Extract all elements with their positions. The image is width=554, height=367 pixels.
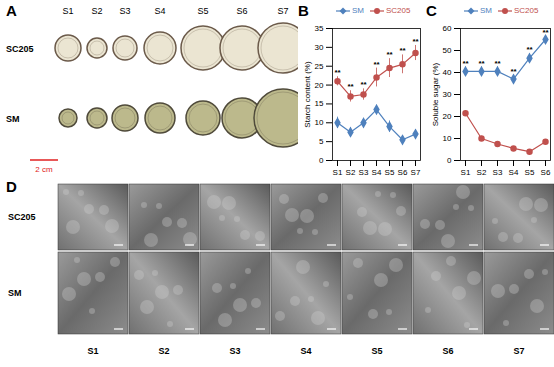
svg-text:50: 50 <box>443 46 452 55</box>
svg-text:Starch content (%): Starch content (%) <box>303 61 312 128</box>
html-text:SM: SM <box>352 6 364 15</box>
svg-text:**: ** <box>478 59 485 68</box>
svg-text:S6: S6 <box>236 6 247 16</box>
svg-text:35: 35 <box>315 24 324 33</box>
svg-text:**: ** <box>399 46 406 55</box>
svg-text:SC205: SC205 <box>8 212 36 222</box>
svg-text:S3: S3 <box>359 168 369 177</box>
svg-text:25: 25 <box>315 62 324 71</box>
svg-text:S2: S2 <box>346 168 356 177</box>
svg-text:**: ** <box>526 45 533 54</box>
svg-text:SM: SM <box>6 114 20 124</box>
svg-text:**: ** <box>386 50 393 59</box>
svg-text:S3: S3 <box>119 6 130 16</box>
svg-text:**: ** <box>510 67 517 76</box>
html-text:C: C <box>426 2 437 19</box>
svg-text:S6: S6 <box>442 346 453 356</box>
svg-text:S6: S6 <box>398 168 408 177</box>
svg-text:S4: S4 <box>372 168 382 177</box>
svg-text:**: ** <box>334 68 341 77</box>
svg-text:**: ** <box>542 28 549 37</box>
svg-text:S3: S3 <box>229 346 240 356</box>
svg-text:S1: S1 <box>62 6 73 16</box>
svg-text:40: 40 <box>443 68 452 77</box>
html-text:SC205: SC205 <box>514 6 539 15</box>
svg-text:S1: S1 <box>87 346 98 356</box>
svg-text:S4: S4 <box>509 168 519 177</box>
svg-text:S4: S4 <box>300 346 311 356</box>
svg-text:S4: S4 <box>154 6 165 16</box>
svg-text:10: 10 <box>443 134 452 143</box>
svg-text:30: 30 <box>315 43 324 52</box>
svg-text:S2: S2 <box>91 6 102 16</box>
svg-text:S1: S1 <box>461 168 471 177</box>
svg-text:10: 10 <box>315 118 324 127</box>
svg-text:Soluble sugar (%): Soluble sugar (%) <box>431 62 440 126</box>
svg-text:5: 5 <box>319 137 324 146</box>
html-text:B: B <box>298 2 309 19</box>
svg-text:S5: S5 <box>197 6 208 16</box>
svg-text:**: ** <box>360 80 367 89</box>
svg-text:0: 0 <box>319 156 324 165</box>
svg-text:S3: S3 <box>493 168 503 177</box>
svg-text:SM: SM <box>8 288 22 298</box>
svg-text:S7: S7 <box>277 6 288 16</box>
svg-text:30: 30 <box>443 90 452 99</box>
svg-text:**: ** <box>494 59 501 68</box>
svg-text:S6: S6 <box>541 168 551 177</box>
svg-text:**: ** <box>462 59 469 68</box>
html-text:A: A <box>6 2 17 19</box>
svg-text:**: ** <box>373 60 380 69</box>
svg-text:S7: S7 <box>411 168 421 177</box>
svg-text:15: 15 <box>315 99 324 108</box>
svg-text:**: ** <box>347 82 354 91</box>
svg-text:S2: S2 <box>158 346 169 356</box>
html-text:SM: SM <box>480 6 492 15</box>
html-text:SC205: SC205 <box>386 6 411 15</box>
svg-text:S5: S5 <box>371 346 382 356</box>
svg-text:20: 20 <box>315 81 324 90</box>
html-text:D: D <box>6 178 17 195</box>
svg-text:S7: S7 <box>513 346 524 356</box>
svg-text:0: 0 <box>447 156 452 165</box>
svg-text:S1: S1 <box>333 168 343 177</box>
svg-text:S5: S5 <box>385 168 395 177</box>
svg-text:S2: S2 <box>477 168 487 177</box>
svg-text:2 cm: 2 cm <box>35 165 53 174</box>
svg-text:**: ** <box>412 37 419 46</box>
svg-text:60: 60 <box>443 24 452 33</box>
svg-text:20: 20 <box>443 112 452 121</box>
svg-text:S5: S5 <box>525 168 535 177</box>
svg-text:SC205: SC205 <box>6 44 34 54</box>
